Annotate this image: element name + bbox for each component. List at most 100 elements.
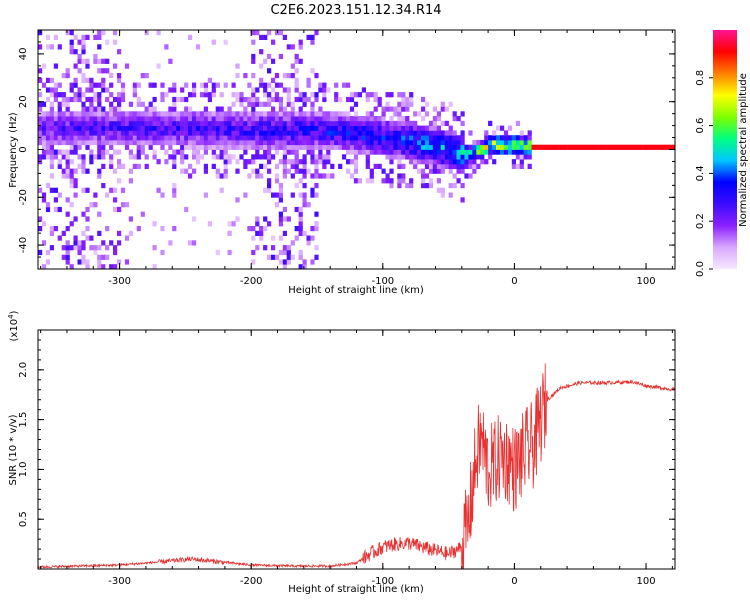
heatmap-cell [334, 139, 339, 146]
heatmap-cell [267, 178, 272, 184]
heatmap-cell [117, 77, 122, 83]
heatmap-cell [164, 135, 169, 141]
heatmap-cell [227, 159, 232, 165]
heatmap-cell [381, 168, 386, 174]
heatmap-cell [302, 163, 307, 169]
heatmap-cell [259, 230, 264, 236]
heatmap-cell [247, 144, 252, 150]
heatmap-cell [223, 135, 228, 141]
heatmap-cell [507, 144, 513, 150]
heatmap-cell [282, 159, 287, 165]
heatmap-cell [93, 106, 98, 112]
heatmap-cell [247, 125, 252, 131]
heatmap-cell [271, 130, 276, 136]
heatmap-cell [128, 130, 133, 136]
heatmap-cell [203, 135, 208, 141]
heatmap-cell [38, 106, 43, 112]
heatmap-cell [267, 125, 272, 131]
heatmap-cell [436, 159, 441, 165]
heatmap-cell [302, 154, 307, 160]
heatmap-cell [326, 139, 331, 146]
heatmap-cell [211, 135, 216, 141]
heatmap-cell [310, 68, 315, 74]
heatmap-cell [259, 82, 264, 88]
heatmap-cell [251, 96, 256, 103]
heatmap-cell [326, 135, 331, 141]
heatmap-cell [381, 130, 386, 136]
heatmap-cell [120, 139, 126, 146]
heatmap-cell [630, 144, 635, 150]
heatmap-cell [199, 116, 205, 122]
heatmap-cell [460, 130, 465, 136]
heatmap-cell [239, 154, 244, 160]
heatmap-cell [298, 39, 303, 45]
heatmap-cell [113, 111, 118, 117]
heatmap-cell [282, 139, 287, 146]
heatmap-cell [310, 187, 315, 193]
heatmap-cell [243, 135, 248, 141]
heatmap-cell [271, 235, 276, 241]
heatmap-cell [211, 144, 216, 150]
heatmap-cell [53, 116, 58, 122]
heatmap-cell [397, 178, 402, 184]
heatmap-cell [176, 139, 181, 146]
heatmap-cell [282, 249, 287, 256]
heatmap-cell [472, 139, 477, 146]
heatmap-cell [349, 125, 355, 131]
heatmap-cell [271, 245, 276, 251]
heatmap-cell [618, 144, 623, 150]
heatmap-cell [468, 149, 473, 155]
heatmap-cell [373, 130, 378, 136]
heatmap-cell [215, 144, 220, 150]
heatmap-cell [89, 139, 94, 146]
heatmap-cell [243, 144, 248, 150]
heatmap-cell [144, 120, 149, 126]
heatmap-cell [235, 120, 240, 126]
heatmap-cell [401, 120, 406, 126]
heatmap-cell [85, 264, 90, 269]
heatmap-cell [235, 125, 240, 131]
heatmap-cell [215, 154, 220, 160]
heatmap-cell [278, 183, 283, 189]
heatmap-cell [381, 111, 386, 117]
heatmap-cell [199, 154, 205, 160]
heatmap-cell [373, 149, 378, 155]
heatmap-cell [49, 245, 54, 251]
heatmap-cell [53, 82, 58, 88]
heatmap-cell [81, 49, 86, 55]
heatmap-cell [460, 149, 465, 155]
heatmap-cell [460, 154, 465, 160]
heatmap-cell [180, 87, 185, 93]
heatmap-cell [101, 183, 106, 189]
heatmap-cell [286, 159, 291, 165]
heatmap-cell [89, 101, 94, 107]
heatmap-cell [432, 139, 437, 146]
heatmap-cell [401, 163, 406, 169]
heatmap-cell [377, 149, 382, 155]
heatmap-cell [38, 92, 43, 98]
heatmap-cell [69, 221, 74, 227]
heatmap-cell [436, 178, 441, 184]
heatmap-cell [117, 206, 122, 213]
heatmap-cell [85, 116, 90, 122]
heatmap-cell [215, 125, 220, 131]
heatmap-cell [278, 197, 283, 203]
heatmap-cell [120, 202, 126, 208]
heatmap-cell [120, 87, 126, 93]
heatmap-cell [38, 116, 43, 122]
heatmap-cell [81, 163, 86, 169]
heatmap-cell [381, 144, 386, 150]
heatmap-cell [274, 144, 280, 150]
heatmap-cell [81, 135, 86, 141]
heatmap-cell [188, 116, 193, 122]
heatmap-cell [492, 149, 497, 155]
heatmap-cell [109, 163, 114, 169]
heatmap-cell [638, 144, 643, 150]
heatmap-cell [322, 154, 327, 160]
heatmap-cell [188, 240, 193, 246]
heatmap-cell [440, 106, 445, 112]
heatmap-cell [203, 125, 208, 131]
heatmap-cell [274, 149, 280, 155]
heatmap-cell [496, 149, 501, 155]
heatmap-cell [41, 116, 47, 122]
